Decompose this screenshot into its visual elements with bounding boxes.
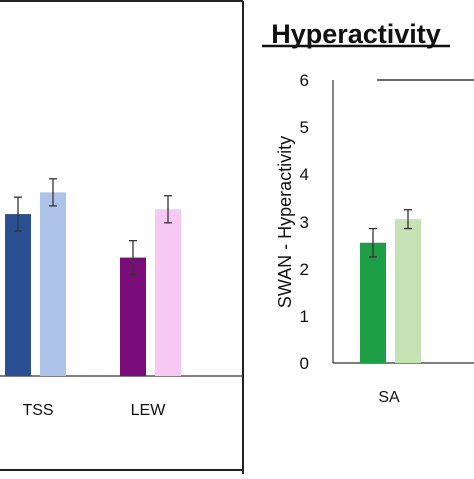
- right-error-bars: [369, 209, 412, 258]
- left-chart-panel: TSS LEW: [0, 178, 243, 419]
- y-tick-label: 1: [300, 307, 309, 326]
- bar-lew-2: [155, 209, 181, 376]
- tick-label-tss: TSS: [22, 402, 53, 419]
- left-bars: [5, 192, 181, 376]
- right-bars: [360, 219, 421, 363]
- bar-sa-2: [395, 219, 421, 363]
- right-chart-panel: Hyperactivity SWAN - Hyperactivity 0 1 2…: [262, 19, 474, 406]
- tick-label-lew: LEW: [131, 402, 167, 419]
- bar-tss-2: [40, 192, 66, 376]
- chart-title: Hyperactivity: [271, 19, 441, 49]
- y-tick-labels: 0 1 2 3 4 5 6: [300, 71, 309, 373]
- bar-sa-1: [360, 242, 386, 363]
- y-tick-label: 0: [300, 354, 309, 373]
- y-tick-label: 2: [300, 260, 309, 279]
- y-tick-label: 3: [300, 213, 309, 232]
- bar-tss-1: [5, 214, 31, 376]
- bar-lew-1: [120, 257, 146, 376]
- left-error-bars: [14, 178, 172, 276]
- y-tick-label: 5: [300, 118, 309, 137]
- y-axis-label: SWAN - Hyperactivity: [275, 136, 295, 308]
- y-tick-label: 6: [300, 71, 309, 90]
- tick-label-sa: SA: [378, 389, 400, 406]
- y-tick-label: 4: [300, 165, 309, 184]
